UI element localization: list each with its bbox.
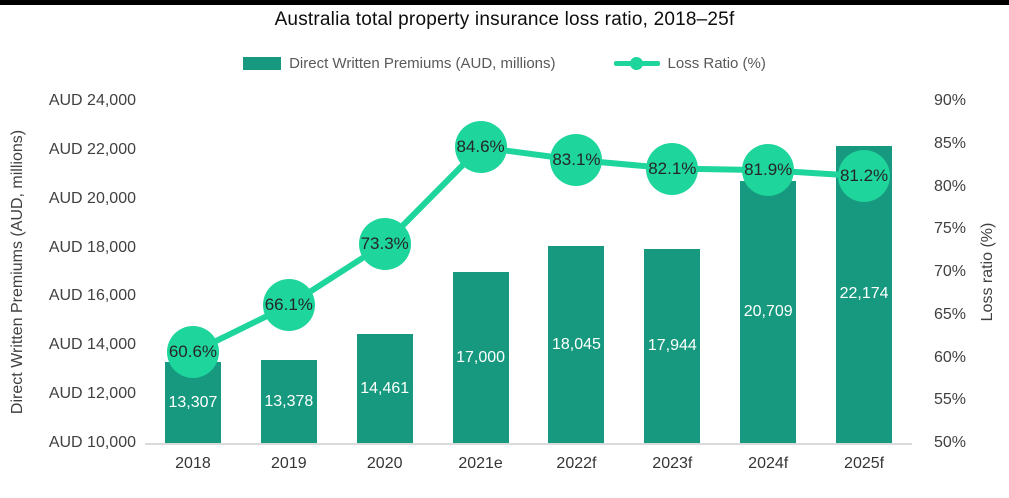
x-axis-tick-label-2021e: 2021e xyxy=(458,455,503,472)
loss-ratio-marker-2020: 73.3% xyxy=(358,217,411,270)
premiums-bar-2021e: 17,000 xyxy=(452,272,509,443)
x-axis-tick-labels: 2018 2019 2020 2021e 2022f 2023f 2024f 2025f xyxy=(145,455,912,479)
x-axis-tick-label-2025f: 2025f xyxy=(844,455,885,472)
left-axis-tick-label: AUD 20,000 xyxy=(48,189,136,207)
bar-value-label: 18,045 xyxy=(551,335,601,353)
legend: Direct Written Premiums (AUD, millions) … xyxy=(0,53,1009,73)
right-axis-tick-label: 60% xyxy=(934,348,967,366)
premiums-bar-2020: 14,461 xyxy=(356,334,413,443)
legend-label-premiums: Direct Written Premiums (AUD, millions) xyxy=(289,54,556,72)
loss-ratio-marker-2024f: 81.9% xyxy=(742,144,795,197)
bar-value-label: 13,307 xyxy=(168,393,218,411)
left-axis-tick-label: AUD 12,000 xyxy=(48,385,136,403)
bar-value-label: 17,944 xyxy=(647,336,697,354)
loss-ratio-value-label: 83.1% xyxy=(552,149,601,169)
legend-item-premiums[interactable]: Direct Written Premiums (AUD, millions) xyxy=(243,54,556,72)
premiums-bar-2024f: 20,709 xyxy=(740,181,797,443)
window-top-edge xyxy=(0,0,1009,5)
loss-ratio-value-label: 84.6% xyxy=(456,137,505,157)
x-axis-tick-label-2023f: 2023f xyxy=(652,455,693,472)
x-axis-tick-label-2020: 2020 xyxy=(366,455,403,472)
loss-ratio-line-series xyxy=(189,144,868,356)
premiums-bar-2019: 13,378 xyxy=(260,360,317,443)
loss-ratio-marker-2023f: 82.1% xyxy=(646,142,699,195)
x-axis-tick-label-2022f: 2022f xyxy=(556,455,597,472)
premiums-bar-2023f: 17,944 xyxy=(644,248,701,443)
right-axis-tick-label: 50% xyxy=(934,434,967,451)
loss-ratio-marker-2025f: 81.2% xyxy=(838,150,891,203)
bar-value-label: 14,461 xyxy=(360,379,410,397)
left-axis-tick-label: AUD 14,000 xyxy=(48,336,136,354)
left-axis-tick-label: AUD 22,000 xyxy=(48,140,136,158)
line-series-swatch-icon xyxy=(613,56,660,70)
premiums-bar-2022f: 18,045 xyxy=(548,246,605,443)
right-axis-tick-labels: 50% 55% 60% 65% 70% 75% 80% 85% 90% xyxy=(934,92,1004,451)
right-axis-tick-label: 80% xyxy=(934,177,967,195)
x-axis-tick-label-2018: 2018 xyxy=(175,455,211,472)
left-axis-tick-label: AUD 16,000 xyxy=(48,287,136,305)
right-axis-tick-label: 70% xyxy=(934,263,967,280)
loss-ratio-marker-2022f: 83.1% xyxy=(550,133,603,186)
left-axis-tick-label: AUD 18,000 xyxy=(48,238,136,256)
loss-ratio-marker-2019: 66.1% xyxy=(262,279,315,332)
loss-ratio-marker-2018: 60.6% xyxy=(166,326,219,379)
plot-area: 13,307 13,378 14,461 17,000 18,045 17,944 20,7… xyxy=(145,101,912,445)
bar-series-swatch-icon xyxy=(243,56,282,70)
legend-item-loss-ratio[interactable]: Loss Ratio (%) xyxy=(613,54,766,72)
loss-ratio-value-label: 66.1% xyxy=(264,295,313,315)
x-axis-tick-label-2024f: 2024f xyxy=(748,455,789,472)
right-axis-tick-label: 75% xyxy=(934,220,967,238)
loss-ratio-value-label: 82.1% xyxy=(648,158,697,178)
x-axis-tick-label-2019: 2019 xyxy=(271,455,307,472)
bar-value-label: 20,709 xyxy=(743,303,793,321)
right-axis-tick-label: 65% xyxy=(934,305,967,323)
loss-ratio-value-label: 81.9% xyxy=(744,160,793,180)
left-axis-tick-label: AUD 10,000 xyxy=(48,434,136,451)
loss-ratio-value-label: 73.3% xyxy=(360,233,409,253)
bar-value-label: 13,378 xyxy=(264,392,314,410)
bar-value-label: 22,174 xyxy=(839,285,889,303)
chart-title: Australia total property insurance loss … xyxy=(274,9,735,30)
loss-ratio-marker-2021e: 84.6% xyxy=(454,121,507,174)
right-axis-tick-label: 90% xyxy=(934,92,967,109)
legend-label-loss-ratio: Loss Ratio (%) xyxy=(667,54,766,72)
bar-value-label: 17,000 xyxy=(456,348,506,366)
left-axis-tick-label: AUD 24,000 xyxy=(48,92,136,109)
left-axis-tick-labels: AUD 10,000 AUD 12,000 AUD 14,000 AUD 16,000… xyxy=(0,92,140,451)
right-axis-tick-label: 55% xyxy=(934,391,967,409)
right-axis-tick-label: 85% xyxy=(934,134,967,152)
loss-ratio-value-label: 81.2% xyxy=(839,166,889,186)
loss-ratio-value-label: 60.6% xyxy=(168,342,218,362)
